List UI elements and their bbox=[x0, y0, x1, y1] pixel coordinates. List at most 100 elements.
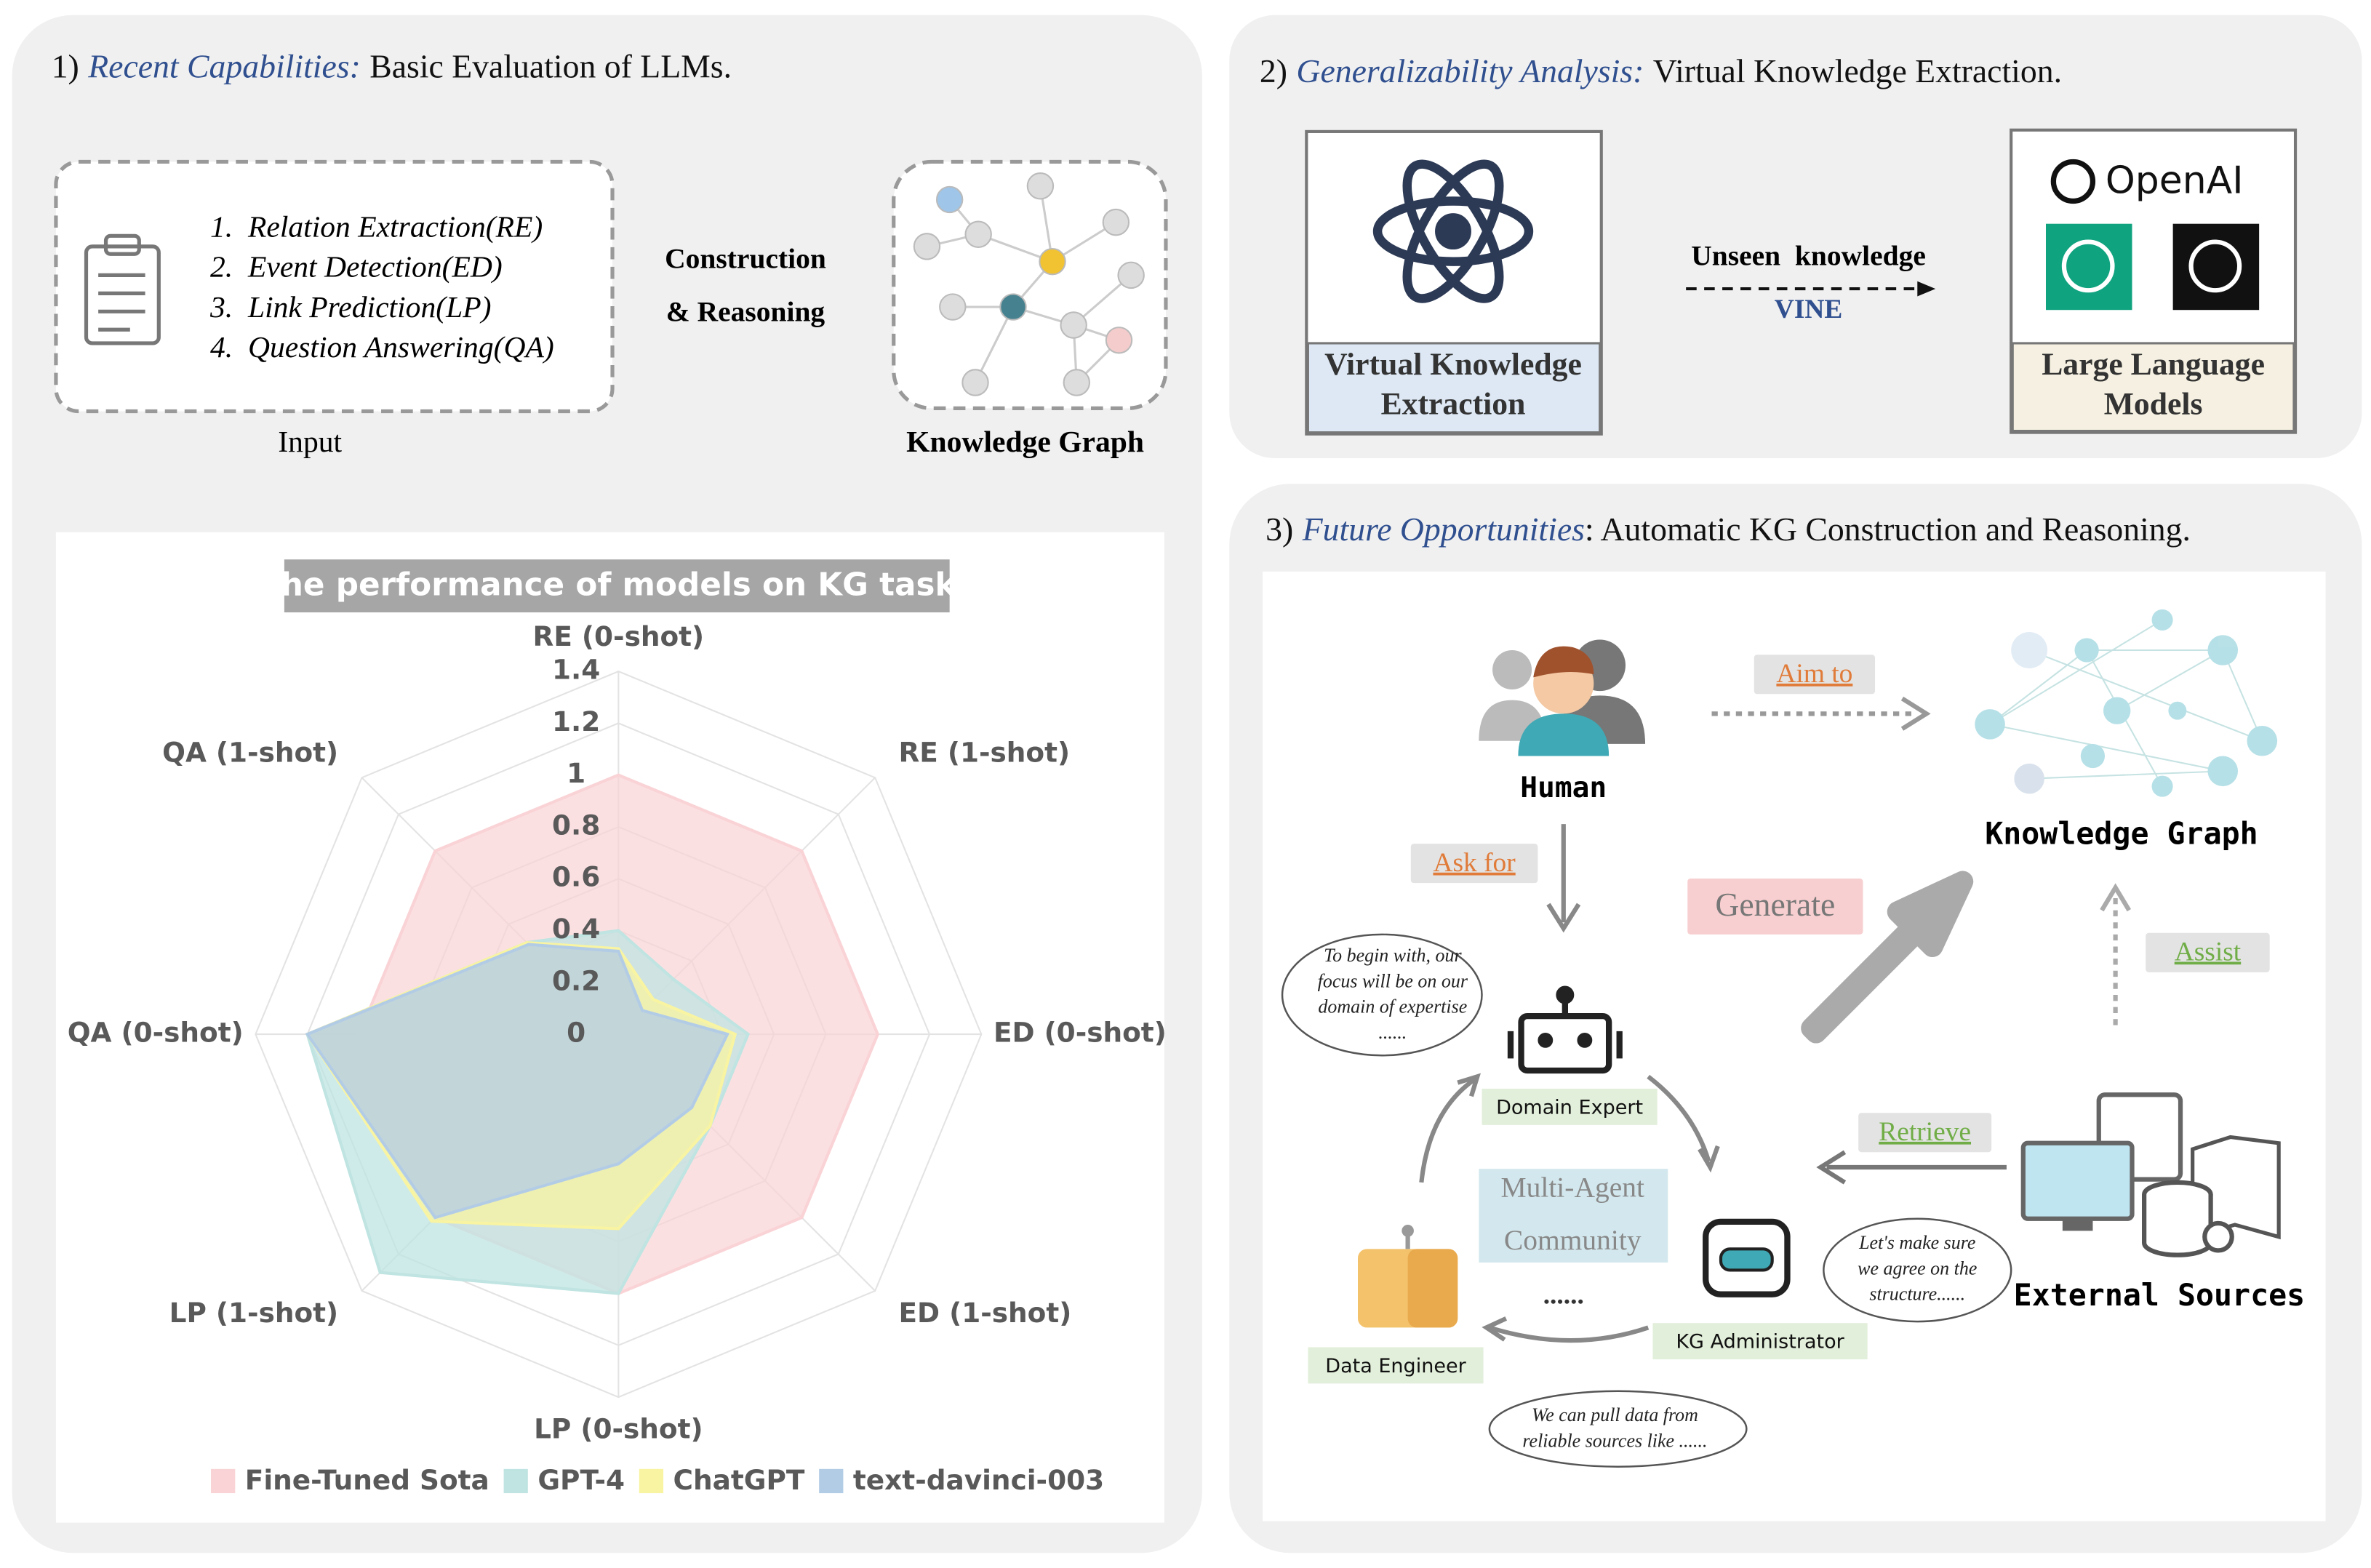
llm-label: Large Language bbox=[2042, 347, 2265, 382]
kg-box bbox=[892, 159, 1168, 410]
construction-label: & Reasoning bbox=[666, 296, 825, 328]
domain-expert-label: Domain Expert bbox=[1496, 1096, 1643, 1119]
y-tick-label: 0.2 bbox=[552, 964, 600, 996]
kg-label: Knowledge Graph bbox=[1985, 816, 2258, 852]
community-box bbox=[1479, 1169, 1668, 1263]
legend-label: text-davinci-003 bbox=[853, 1464, 1104, 1496]
category-label: LP (0-shot) bbox=[534, 1412, 703, 1444]
retrieve-label: Retrieve bbox=[1879, 1117, 1971, 1147]
clipboard-icon bbox=[84, 233, 161, 345]
legend-label: ChatGPT bbox=[673, 1464, 805, 1496]
robot-domain-expert bbox=[1507, 985, 1623, 1074]
category-label: LP (1-shot) bbox=[169, 1297, 339, 1329]
human-icon bbox=[1479, 639, 1646, 756]
legend-swatch bbox=[639, 1468, 664, 1494]
assist-label-bg bbox=[2146, 932, 2270, 972]
aim-label-bg bbox=[1754, 655, 1876, 695]
chart-title: The performance of models on KG tasks bbox=[259, 567, 975, 604]
kg-node bbox=[939, 293, 967, 321]
category-label: RE (0-shot) bbox=[533, 620, 705, 652]
kg-admin-label-bg bbox=[1652, 1323, 1868, 1360]
chatgpt-logo bbox=[2045, 223, 2132, 311]
speech-bubble bbox=[1823, 1217, 2012, 1323]
atom-icon bbox=[1372, 159, 1534, 303]
input-item: 3. Link Prediction(LP) bbox=[209, 290, 491, 324]
aim-label: Aim to bbox=[1776, 659, 1852, 689]
y-tick-label: 1 bbox=[567, 757, 585, 789]
kg-node bbox=[935, 185, 964, 214]
bubble-text: Let's make sure bbox=[1858, 1232, 1975, 1253]
bubble-text: reliable sources like ...... bbox=[1522, 1430, 1707, 1451]
arrow-head bbox=[1917, 281, 1936, 297]
openai-label: OpenAI bbox=[2106, 159, 2244, 203]
title-emphasis: Recent Capabilities: bbox=[87, 47, 361, 84]
bubble-text: we agree on the bbox=[1858, 1257, 1977, 1279]
data-engineer-label: Data Engineer bbox=[1325, 1355, 1466, 1377]
domain-expert-label-bg bbox=[1482, 1088, 1658, 1125]
panel-title: 2) Generalizability Analysis: Virtual Know… bbox=[1260, 52, 2062, 89]
y-tick-label: 1.4 bbox=[552, 654, 600, 686]
ask-label: Ask for bbox=[1433, 848, 1516, 878]
legend-swatch bbox=[211, 1468, 236, 1494]
arrow-head bbox=[1546, 903, 1581, 933]
kg-node bbox=[1117, 261, 1145, 289]
panel-title: 1) Recent Capabilities: Basic Evaluation o… bbox=[52, 47, 732, 84]
kg-node bbox=[1063, 369, 1091, 396]
bubble-text: We can pull data from bbox=[1532, 1404, 1698, 1425]
chart-title-bg bbox=[284, 559, 950, 613]
kg-node bbox=[1102, 208, 1130, 236]
bubble-text: structure...... bbox=[1869, 1284, 1965, 1305]
logo-mark bbox=[2188, 239, 2242, 293]
y-tick-label: 0.8 bbox=[552, 809, 600, 841]
construction-label: Construction bbox=[665, 243, 826, 275]
generate-label: Generate bbox=[1715, 886, 1835, 923]
title-number: 3) bbox=[1266, 510, 1293, 547]
llm-label: Models bbox=[2104, 386, 2203, 421]
y-tick-label: 0 bbox=[567, 1017, 585, 1049]
title-text: : Automatic KG Construction and Reasonin… bbox=[1585, 510, 2191, 547]
agent-cycle bbox=[1419, 1073, 1720, 1343]
dots: ...... bbox=[1543, 1280, 1584, 1310]
legend-label: GPT-4 bbox=[537, 1464, 625, 1496]
input-box bbox=[54, 159, 615, 414]
arrow-head bbox=[1816, 1150, 1847, 1185]
y-tick-label: 1.2 bbox=[552, 705, 600, 737]
panel-title: 3) Future Opportunities: Automatic KG Con… bbox=[1266, 510, 2191, 547]
vke-label-bg bbox=[1306, 342, 1602, 434]
y-tick-label: 0.4 bbox=[552, 913, 600, 945]
kg-admin-label: KG Administrator bbox=[1676, 1331, 1844, 1353]
kg-node bbox=[913, 233, 941, 260]
title-number: 2) bbox=[1260, 52, 1287, 89]
retrieve-label-bg bbox=[1858, 1113, 1992, 1153]
legend-swatch bbox=[819, 1468, 844, 1494]
openai-mark bbox=[2050, 159, 2096, 204]
input-item: 4. Question Answering(QA) bbox=[210, 330, 554, 364]
title-text: Basic Evaluation of LLMs. bbox=[369, 47, 732, 84]
kg-label: Knowledge Graph bbox=[906, 425, 1144, 458]
arrow-head bbox=[1900, 696, 1931, 731]
llm-label-bg bbox=[2011, 342, 2295, 433]
input-item: 2. Event Detection(ED) bbox=[210, 250, 503, 284]
legend-swatch bbox=[503, 1468, 528, 1494]
community-label: Multi-Agent bbox=[1501, 1171, 1645, 1203]
arrow-head bbox=[2100, 883, 2132, 912]
title-number: 1) bbox=[52, 47, 79, 84]
data-engineer-label-bg bbox=[1308, 1347, 1484, 1384]
generate-label-bg bbox=[1687, 878, 1863, 935]
kg-node bbox=[1026, 172, 1055, 200]
robot-kg-admin bbox=[1703, 1218, 1791, 1297]
kg-cloud bbox=[1975, 609, 2278, 797]
gpt4-logo bbox=[2172, 223, 2260, 311]
speech-bubble bbox=[1281, 933, 1483, 1057]
category-label: ED (0-shot) bbox=[993, 1017, 1167, 1049]
title-emphasis: Generalizability Analysis: bbox=[1296, 52, 1644, 89]
bubble-text: focus will be on our bbox=[1318, 970, 1468, 991]
vke-label: Virtual Knowledge bbox=[1324, 347, 1582, 382]
human-label: Human bbox=[1520, 771, 1607, 804]
input-label: Input bbox=[278, 425, 342, 458]
category-label: QA (0-shot) bbox=[68, 1017, 244, 1049]
kg-node bbox=[999, 293, 1027, 321]
title-text: Virtual Knowledge Extraction. bbox=[1653, 52, 2062, 89]
logo-mark bbox=[2061, 239, 2115, 293]
